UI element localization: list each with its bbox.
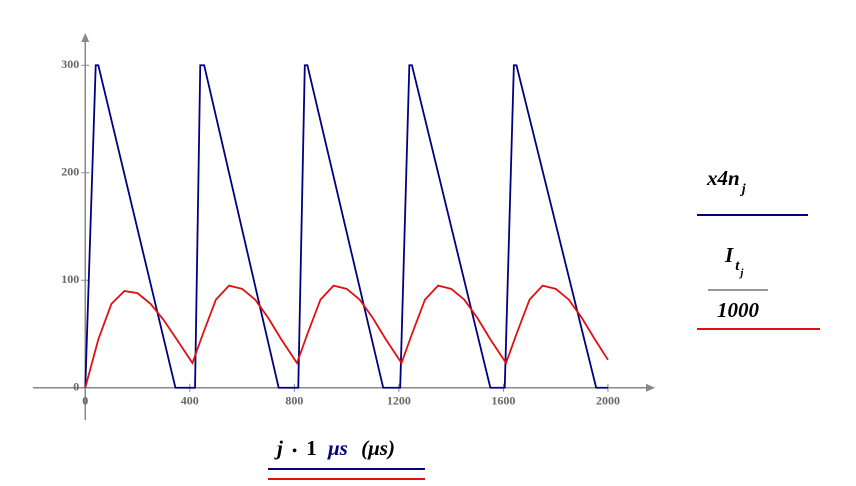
y-tick-label: 100 xyxy=(61,272,79,286)
x-tick-label: 1200 xyxy=(387,394,411,408)
x-axis-arrow xyxy=(646,383,655,392)
y-axis-arrow xyxy=(81,33,90,42)
legend-denominator: 1000 xyxy=(717,298,760,322)
x-tick-label: 400 xyxy=(181,394,199,408)
legend-subsubscript: j xyxy=(738,267,744,279)
x-tick-label: 1600 xyxy=(491,394,515,408)
x-label-part: 1 xyxy=(306,436,317,460)
x-tick-label: 800 xyxy=(285,394,303,408)
y-tick-label: 200 xyxy=(61,165,79,179)
x-tick-label: 2000 xyxy=(596,394,620,408)
x-label: j • 1 μs (μs) xyxy=(268,436,425,480)
legend-subscript: t xyxy=(735,258,740,274)
y-tick-label: 0 xyxy=(73,380,79,394)
legend-name: x4n xyxy=(706,166,740,190)
x-label-part: μs xyxy=(327,436,348,460)
legend-label: x4n j xyxy=(706,166,746,197)
x-tick-label: 0 xyxy=(82,394,88,408)
series-line xyxy=(84,64,608,389)
x-label-part: • xyxy=(292,444,297,459)
x-label-part: (μs) xyxy=(361,436,395,460)
y-tick-label: 300 xyxy=(61,57,79,71)
x-label-text: j • 1 μs (μs) xyxy=(274,436,395,460)
legend-subscript: j xyxy=(740,182,746,197)
x-label-part: j xyxy=(274,436,283,460)
legend-name: I xyxy=(724,243,734,267)
series-line xyxy=(84,284,609,388)
